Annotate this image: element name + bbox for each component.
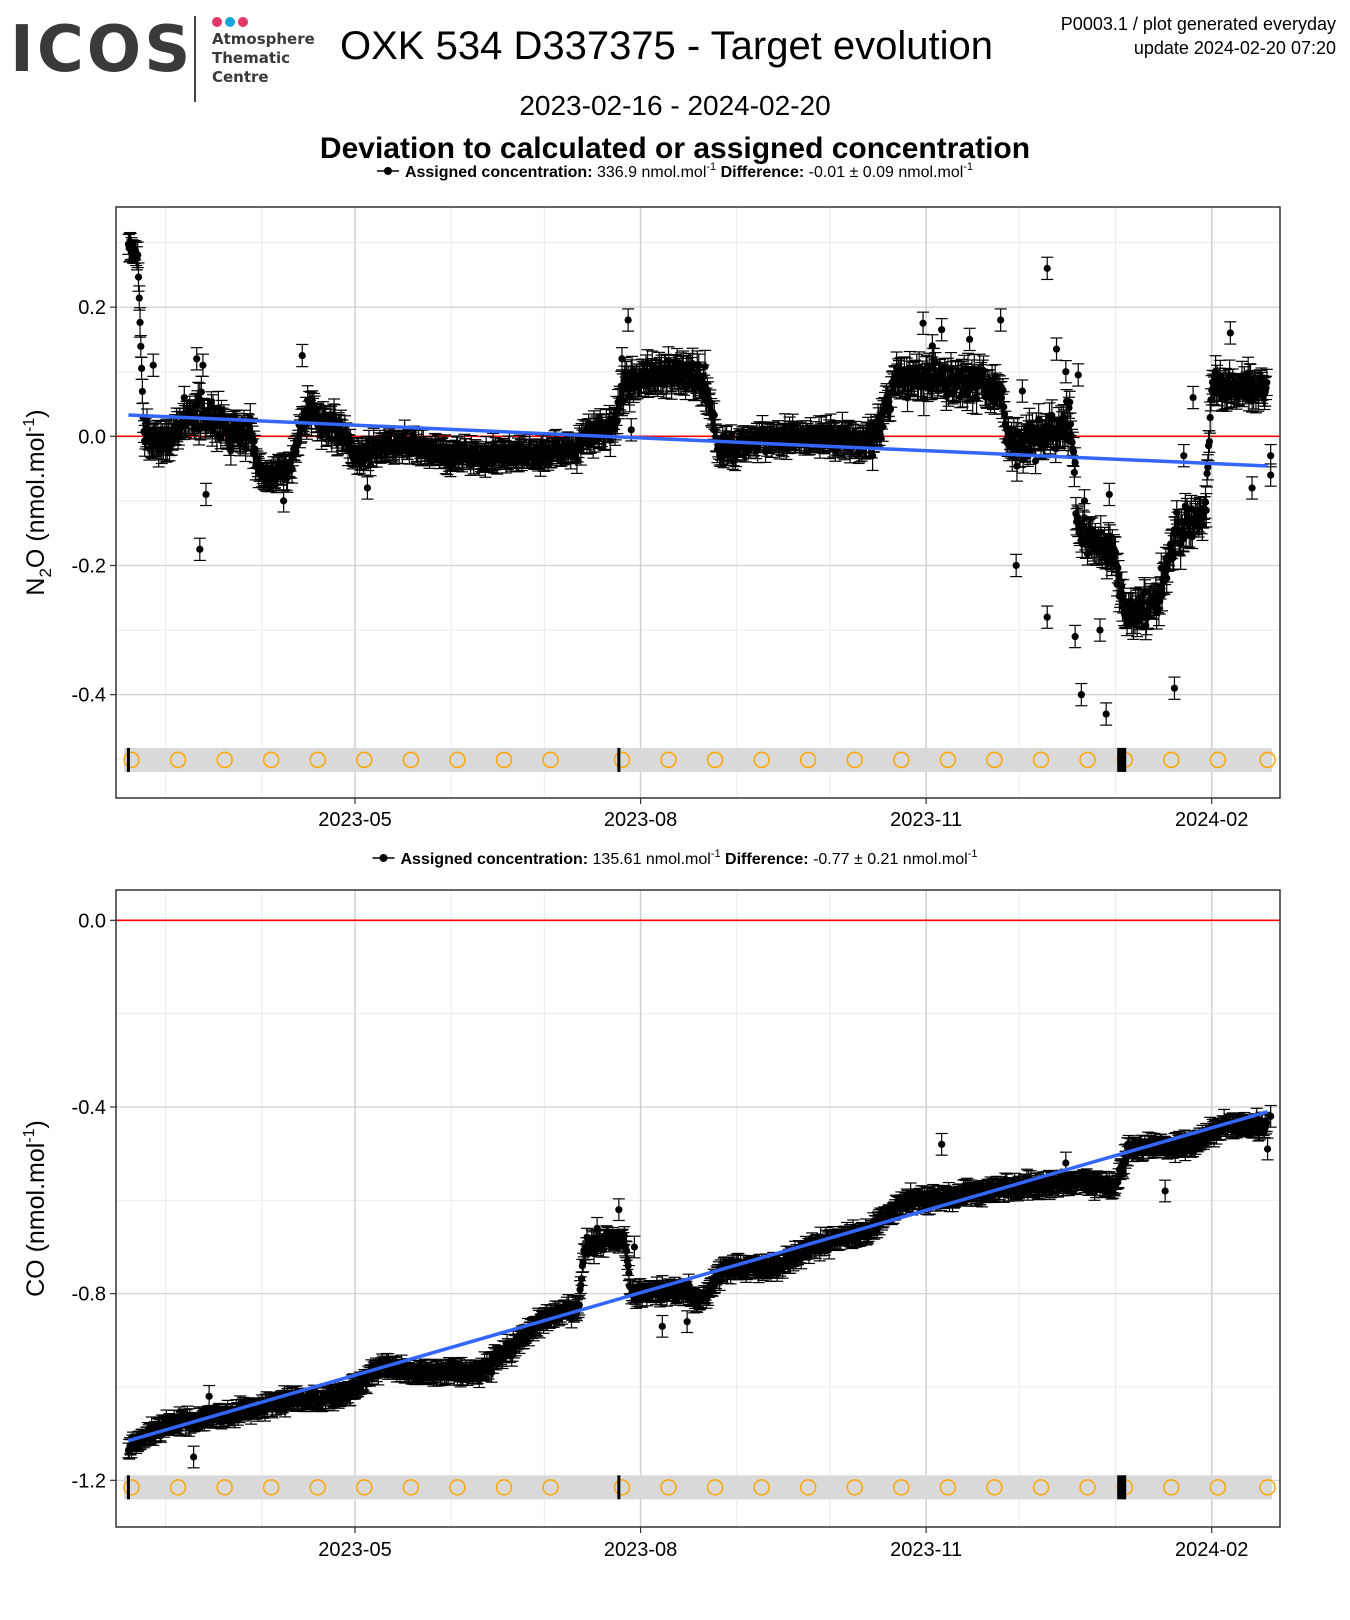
data-point bbox=[1066, 398, 1074, 406]
data-point bbox=[197, 388, 205, 396]
legend-point bbox=[383, 167, 392, 175]
data-point bbox=[1070, 468, 1078, 477]
cycle-circle bbox=[1032, 751, 1050, 769]
legend-difference-label: Difference: bbox=[716, 164, 804, 181]
cycle-circle bbox=[613, 751, 631, 769]
section-title: Deviation to calculated or assigned conc… bbox=[0, 132, 1350, 166]
cycle-circle bbox=[309, 751, 327, 769]
data-point bbox=[1069, 448, 1078, 456]
data-points bbox=[122, 231, 1277, 726]
cycle-circle bbox=[986, 751, 1003, 769]
cycle-circle bbox=[706, 751, 724, 769]
data-point bbox=[999, 386, 1007, 394]
data-point bbox=[138, 364, 146, 372]
legend-assigned-value: 336.9 nmol.mol bbox=[593, 164, 707, 181]
cycle-circle bbox=[262, 751, 280, 769]
plot-meta: P0003.1 / plot generated everyday update… bbox=[1061, 12, 1336, 60]
legend-assigned-label: Assigned concentration: bbox=[405, 164, 593, 181]
data-point bbox=[134, 251, 142, 259]
cycle-circle bbox=[939, 751, 957, 769]
logo-subtitle-line: Atmosphere bbox=[212, 30, 315, 49]
cycle-circle bbox=[542, 751, 559, 769]
plot-version: P0003.1 / plot generated everyday bbox=[1061, 12, 1336, 36]
cycle-circle bbox=[123, 751, 140, 769]
cycle-circle bbox=[799, 751, 817, 769]
legend-unit-sup: -1 bbox=[963, 161, 973, 173]
cycle-circle bbox=[495, 751, 513, 769]
data-point bbox=[134, 273, 143, 281]
cycle-circle bbox=[169, 751, 187, 769]
cycle-circle bbox=[1259, 751, 1276, 769]
data-point bbox=[250, 437, 258, 445]
chart-panel-1: Assigned concentration: 336.9 nmol.mol-1… bbox=[21, 161, 1281, 831]
data-point bbox=[135, 294, 143, 302]
data-point bbox=[1066, 420, 1075, 428]
data-point bbox=[695, 362, 703, 370]
data-point bbox=[138, 387, 146, 396]
data-point bbox=[699, 372, 708, 381]
cycle-circle bbox=[846, 751, 864, 769]
chart-legend: Assigned concentration: 336.9 nmol.mol-1… bbox=[376, 161, 973, 181]
cycle-circle bbox=[1079, 751, 1096, 769]
data-point bbox=[869, 452, 877, 460]
data-point bbox=[710, 411, 718, 419]
cycle-circle bbox=[1209, 751, 1227, 769]
cycle-marker bbox=[617, 747, 621, 772]
data-point bbox=[136, 318, 144, 327]
logo-subtitle-line: Thematic bbox=[212, 49, 315, 68]
data-point bbox=[137, 342, 145, 350]
cycle-circle bbox=[402, 751, 420, 769]
cycle-circle bbox=[660, 751, 677, 769]
page-header: ICOS Atmosphere Thematic Centre OXK 534 … bbox=[0, 0, 1350, 200]
cycle-marker bbox=[126, 747, 130, 772]
cycle-band bbox=[124, 747, 1272, 772]
legend-text: Assigned concentration: 336.9 nmol.mol-1… bbox=[405, 161, 973, 181]
data-point bbox=[701, 363, 709, 371]
cycle-marker bbox=[1117, 747, 1127, 772]
data-point bbox=[288, 465, 296, 473]
logo-dots-icon bbox=[212, 14, 251, 32]
legend-unit-sup: -1 bbox=[706, 161, 716, 173]
data-point bbox=[1071, 458, 1079, 467]
cycle-circle bbox=[216, 751, 233, 769]
cycle-circle bbox=[1163, 751, 1180, 769]
cycle-circle bbox=[753, 751, 770, 769]
data-point bbox=[877, 434, 885, 442]
cycle-circle bbox=[893, 751, 910, 769]
logo-subtitle: Atmosphere Thematic Centre bbox=[212, 30, 315, 87]
cycle-circle bbox=[449, 751, 466, 769]
data-point bbox=[1068, 438, 1076, 446]
cycle-circle bbox=[356, 751, 373, 769]
page-title: OXK 534 D337375 - Target evolution bbox=[340, 24, 993, 69]
logo-subtitle-line: Centre bbox=[212, 68, 315, 87]
date-range: 2023-02-16 - 2024-02-20 bbox=[0, 90, 1350, 122]
logo-divider bbox=[194, 16, 196, 102]
icos-logo: ICOS bbox=[10, 18, 193, 82]
legend-difference-value: -0.01 ± 0.09 nmol.mol bbox=[804, 164, 963, 181]
update-timestamp: update 2024-02-20 07:20 bbox=[1061, 36, 1336, 60]
data-point bbox=[1000, 403, 1008, 411]
